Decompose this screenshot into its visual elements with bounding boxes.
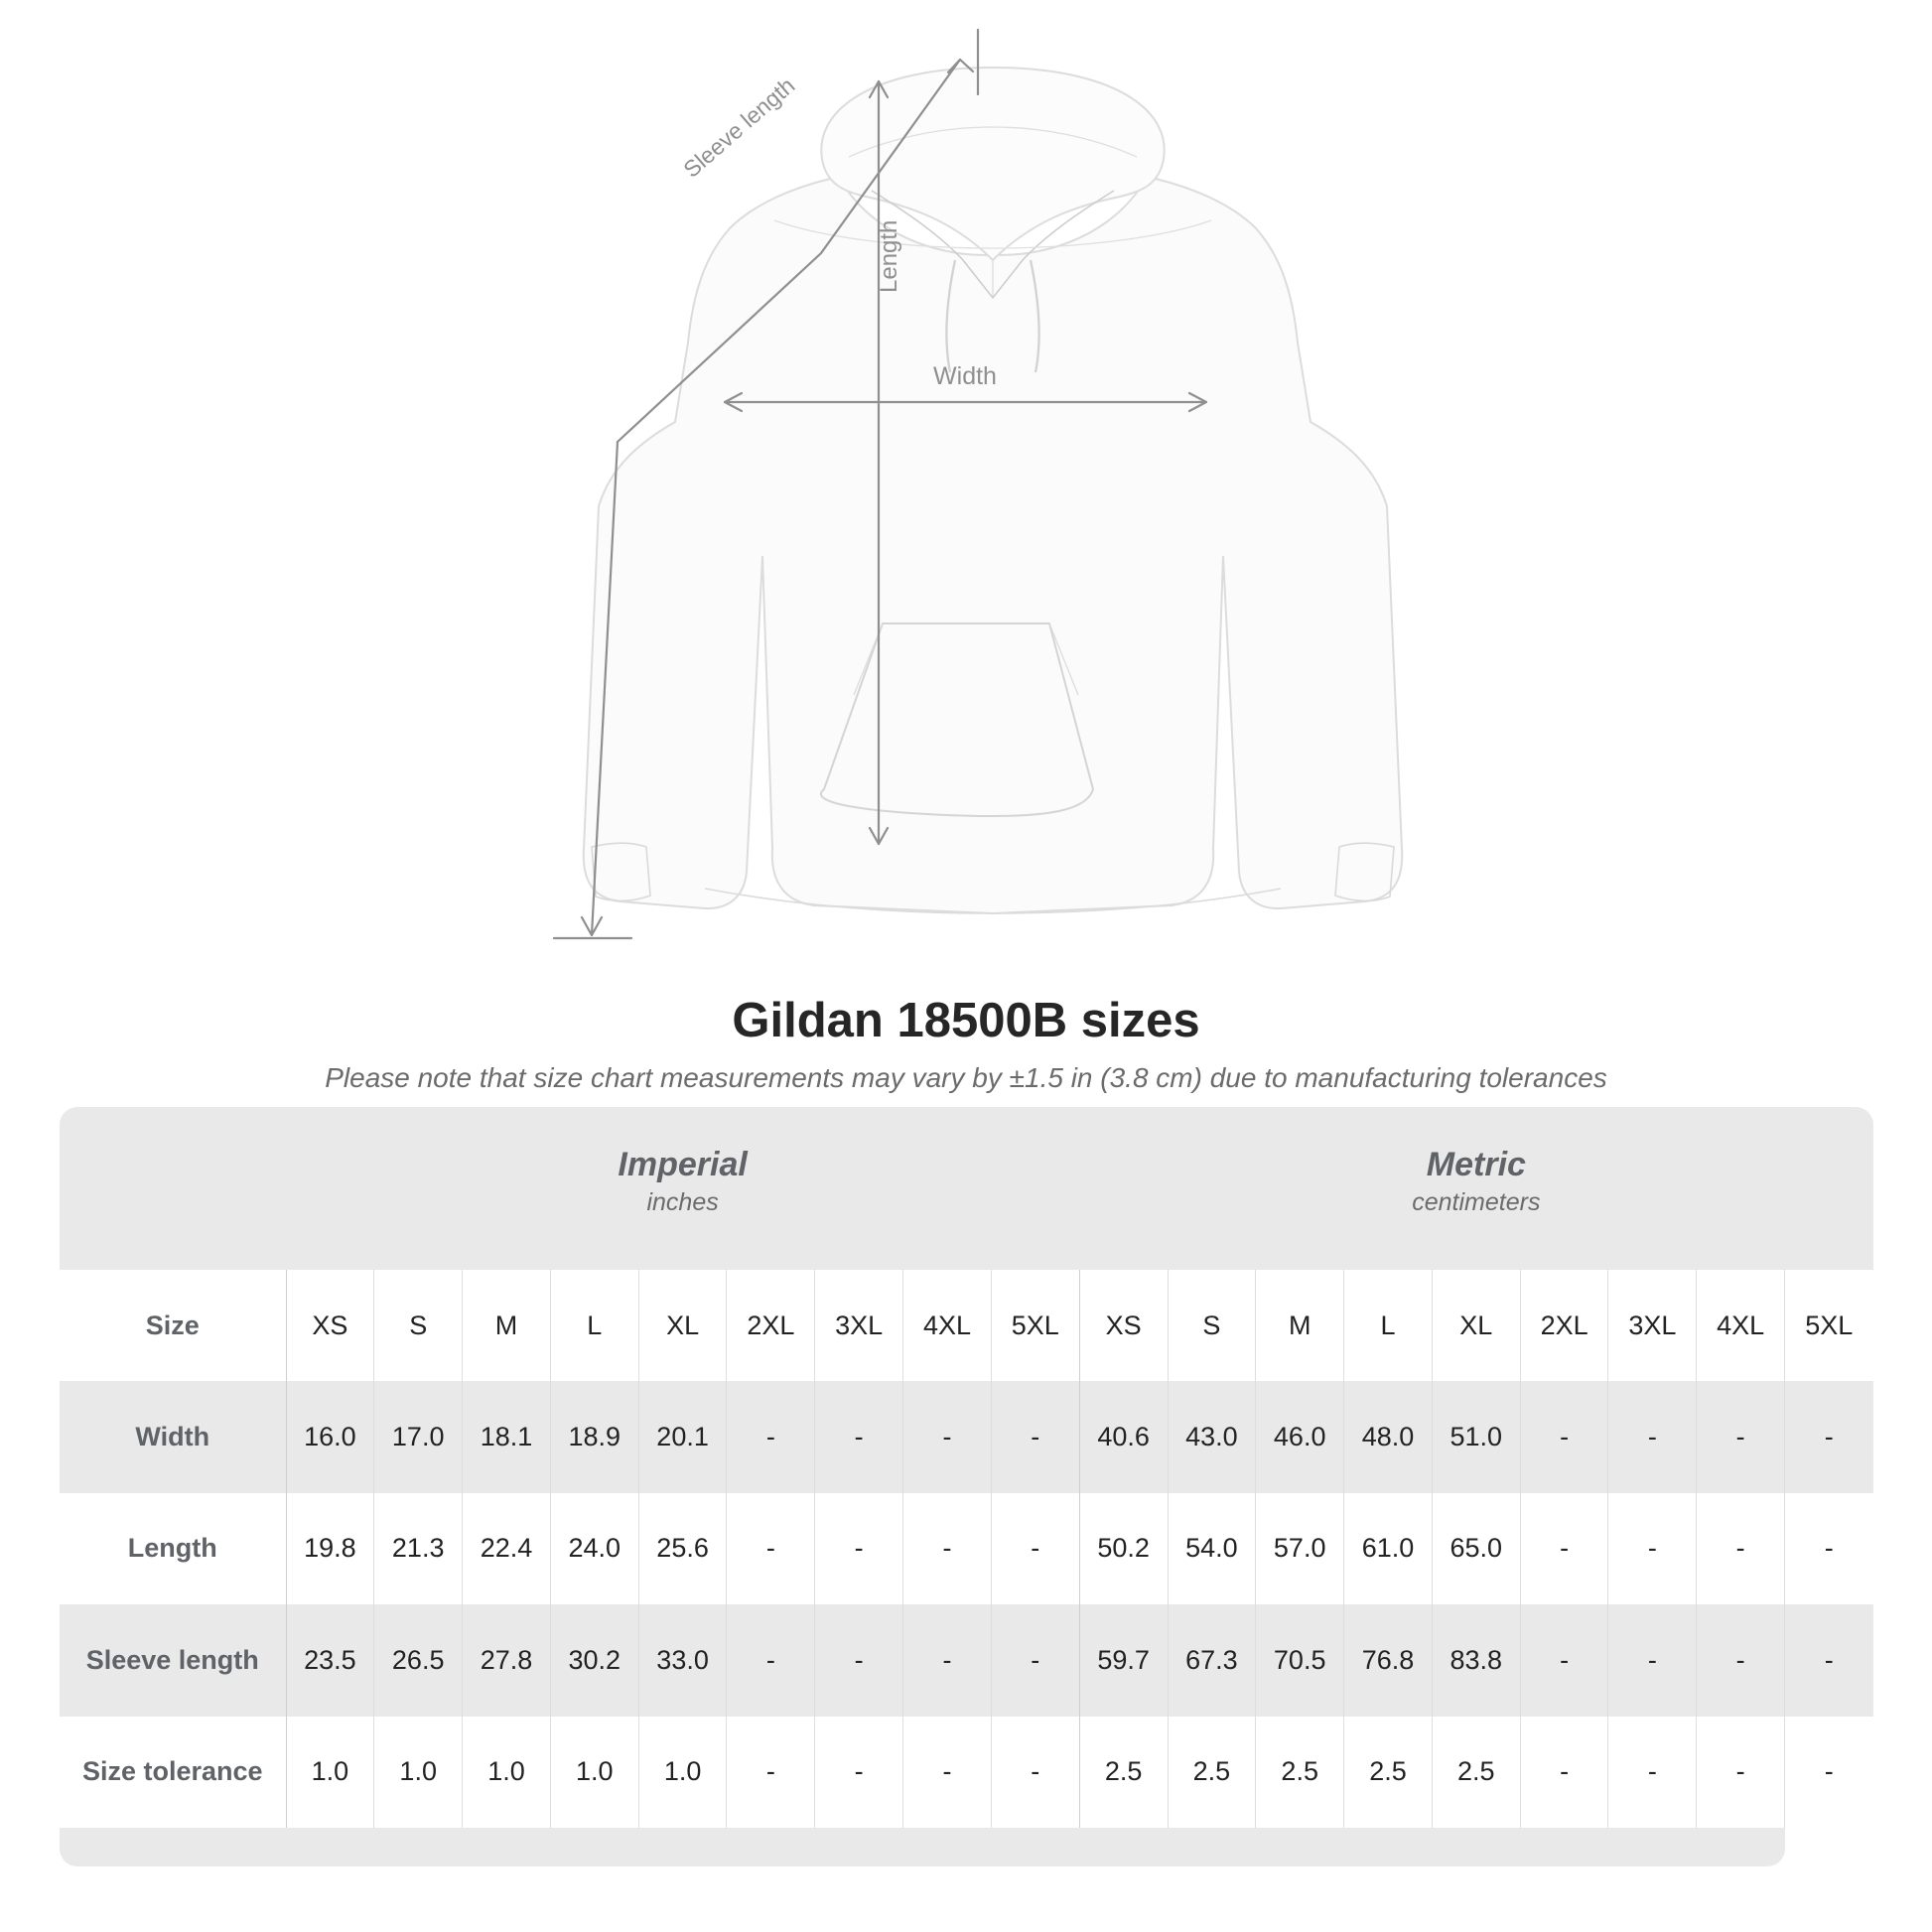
svg-text:Sleeve length: Sleeve length [678, 72, 799, 183]
svg-text:Length: Length [876, 220, 902, 293]
svg-text:Width: Width [933, 362, 997, 390]
